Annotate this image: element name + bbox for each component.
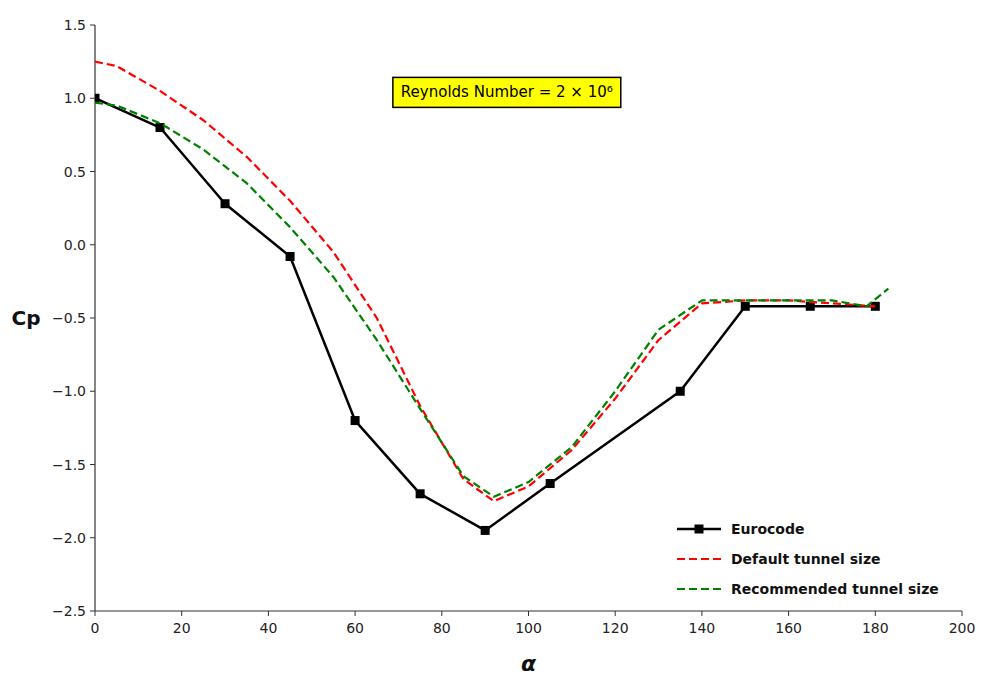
- y-tick: [90, 611, 95, 612]
- x-tick-label: 140: [689, 620, 716, 636]
- x-tick: [962, 611, 963, 616]
- series-marker: [156, 123, 165, 132]
- y-tick: [90, 171, 95, 172]
- y-tick: [90, 25, 95, 26]
- x-tick-label: 20: [173, 620, 191, 636]
- x-tick-label: 120: [602, 620, 629, 636]
- series-marker: [95, 94, 100, 103]
- x-tick-label: 60: [346, 620, 364, 636]
- x-tick: [268, 611, 269, 616]
- y-tick: [90, 98, 95, 99]
- x-tick: [95, 611, 96, 616]
- annotation-box: [393, 77, 621, 107]
- y-tick-label: −1.5: [52, 457, 86, 473]
- series-marker: [481, 526, 490, 535]
- series-line: [95, 103, 888, 497]
- series-marker: [286, 252, 295, 261]
- x-tick-label: 0: [91, 620, 100, 636]
- legend: Eurocode Default tunnel size Recommended t…: [677, 521, 939, 597]
- series-marker: [741, 302, 750, 311]
- axes: 0 20 40 60 80 100 120 140 160 180 200 −2.5 −2.0 −1.5 −…: [52, 17, 975, 636]
- legend-marker: [695, 525, 704, 534]
- y-tick-label: 0.5: [64, 164, 86, 180]
- annotation-text: Reynolds Number = 2 × 10⁶: [401, 83, 613, 101]
- series-marker: [416, 489, 425, 498]
- y-tick-label: −2.5: [52, 603, 86, 619]
- y-tick-label: −0.5: [52, 310, 86, 326]
- y-tick: [90, 537, 95, 538]
- series-marker: [546, 479, 555, 488]
- legend-label: Recommended tunnel size: [731, 581, 939, 597]
- x-tick-label: 40: [259, 620, 277, 636]
- x-tick: [875, 611, 876, 616]
- x-tick: [181, 611, 182, 616]
- x-tick-label: 160: [775, 620, 802, 636]
- x-tick: [701, 611, 702, 616]
- y-tick-label: 0.0: [64, 237, 86, 253]
- x-axis-label: α: [521, 651, 537, 676]
- chart: 0 20 40 60 80 100 120 140 160 180 200 −2.5 −2.0 −1.5 −…: [0, 0, 992, 689]
- legend-swatch: [677, 558, 721, 560]
- series-marker: [351, 416, 360, 425]
- x-tick-label: 200: [949, 620, 976, 636]
- annotation: Reynolds Number = 2 × 10⁶: [393, 77, 621, 107]
- x-tick-label: 100: [515, 620, 542, 636]
- y-tick-label: −2.0: [52, 530, 86, 546]
- x-tick: [615, 611, 616, 616]
- series-marker: [676, 387, 685, 396]
- x-tick-label: 80: [433, 620, 451, 636]
- x-tick: [355, 611, 356, 616]
- series-marker: [221, 199, 230, 208]
- legend-swatch: [677, 588, 721, 590]
- y-tick: [90, 318, 95, 319]
- x-tick-label: 180: [862, 620, 889, 636]
- legend-label: Default tunnel size: [731, 551, 881, 567]
- series-line: [95, 62, 875, 502]
- y-tick: [90, 391, 95, 392]
- series-line: [95, 98, 875, 530]
- y-axis-label: Cp: [12, 306, 41, 330]
- x-tick: [441, 611, 442, 616]
- y-tick-label: 1.0: [64, 90, 86, 106]
- y-tick-label: −1.0: [52, 383, 86, 399]
- y-tick: [90, 464, 95, 465]
- y-tick-label: 1.5: [64, 17, 86, 33]
- y-tick: [90, 244, 95, 245]
- legend-label: Eurocode: [731, 521, 805, 537]
- plot-area: [95, 62, 888, 535]
- x-tick: [528, 611, 529, 616]
- x-tick: [788, 611, 789, 616]
